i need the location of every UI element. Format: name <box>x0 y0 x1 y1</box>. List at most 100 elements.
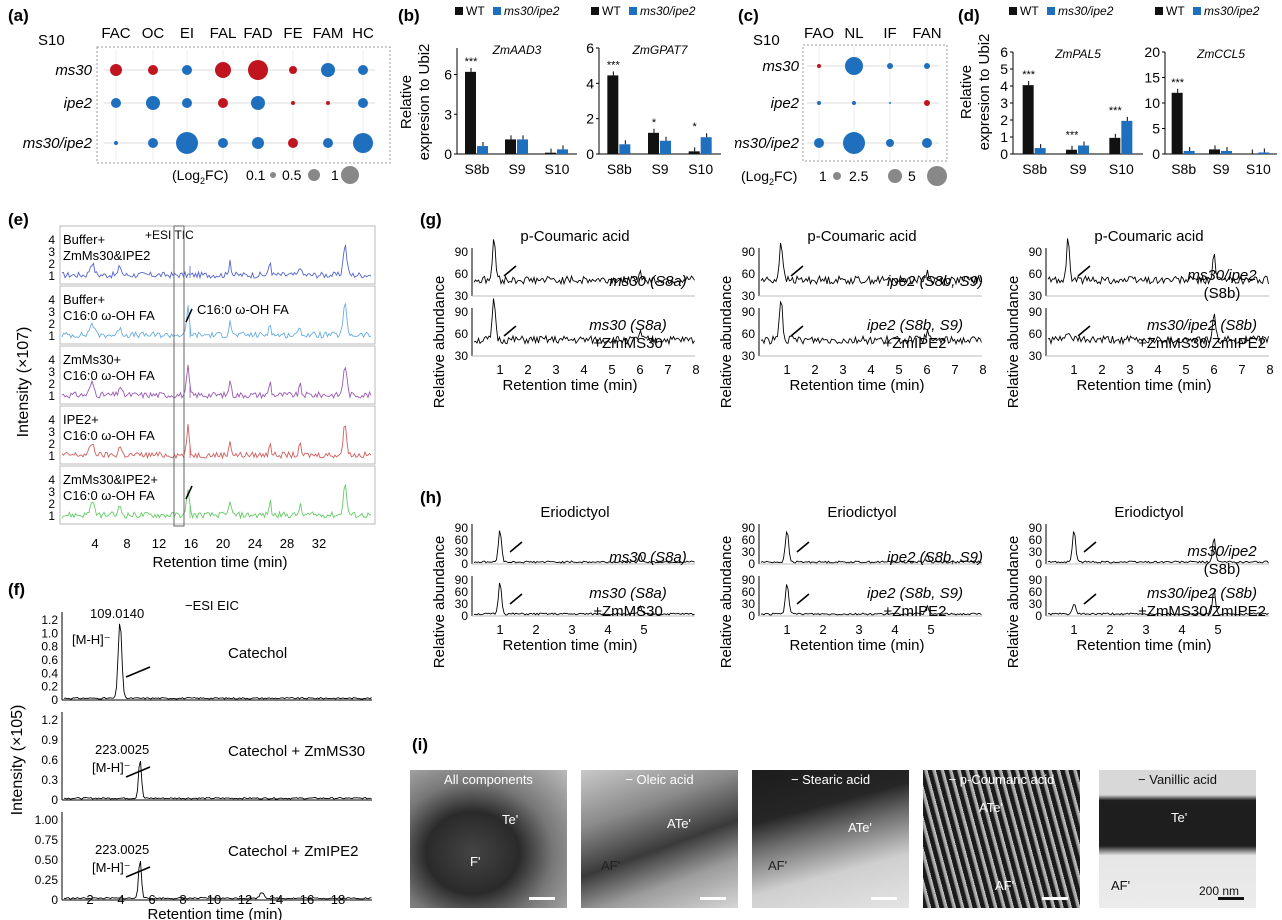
chromatogram-trace <box>1047 590 1269 616</box>
y-tick-label: 0 <box>1152 146 1160 162</box>
scale-bar <box>529 897 555 900</box>
y-tick-label: 90 <box>455 573 469 587</box>
sample-label: ms30/ipe2 <box>1187 267 1257 284</box>
ion-label: [M-H]⁻ <box>72 632 111 647</box>
bubble-dot <box>291 101 295 105</box>
x-tick-label: 3 <box>568 622 575 637</box>
x-tick-label: 1 <box>1070 362 1077 377</box>
arrow <box>185 308 193 323</box>
x-tick-label: 1 <box>1070 622 1077 637</box>
trace-label: C16:0 ω-OH FA <box>63 488 155 503</box>
x-tick-label: 7 <box>664 362 671 377</box>
trace-label: ZmMs30&IPE2 <box>63 248 150 263</box>
y-tick-label: 60 <box>1029 585 1043 599</box>
panel-b-bar-charts: Relative expresion to Ubi2 036ZmAAD3S8b***… <box>398 4 721 177</box>
x-tick-label: 2 <box>819 622 826 637</box>
y-tick-label: 60 <box>742 327 756 341</box>
y-tick-label: 30 <box>742 597 756 611</box>
arrow <box>790 325 804 337</box>
y-tick-label: 0.6 <box>41 753 58 767</box>
tem-title: All components <box>444 772 533 787</box>
y-tick-label: 30 <box>455 597 469 611</box>
y-tick-label: 90 <box>742 521 756 535</box>
legend-swatch-wt <box>591 7 599 15</box>
bar <box>557 149 568 154</box>
y-tick-label: 60 <box>742 585 756 599</box>
chromatogram-trace <box>61 484 372 520</box>
trace-label: IPE2+ <box>63 412 99 427</box>
bubble-dot <box>111 98 121 108</box>
legend-swatch-mut <box>493 7 501 15</box>
chromatogram-trace <box>61 424 372 460</box>
x-tick-label: 6 <box>923 362 930 377</box>
x-tick-label: 32 <box>312 536 326 551</box>
bar <box>1034 148 1046 154</box>
x-tick-label: 3 <box>1126 362 1133 377</box>
significance-mark: *** <box>1022 69 1036 81</box>
y-tick-label: 4 <box>1000 78 1008 94</box>
trace-label: C16:0 ω-OH FA <box>63 368 155 383</box>
y-tick-label: 4 <box>48 293 55 307</box>
bar <box>607 75 619 154</box>
y-tick-label: 3 <box>444 106 452 122</box>
bubble-col-label: FAO <box>804 25 834 42</box>
y-tick-label: 30 <box>455 289 469 303</box>
peak-annotation: C16:0 ω-OH FA <box>197 302 289 317</box>
panel-label-c: (c) <box>738 6 759 25</box>
x-tick-label: 7 <box>951 362 958 377</box>
sample-label: ms30 (S8a) <box>609 273 687 290</box>
x-tick-label: 16 <box>300 892 314 907</box>
bubble-col-label: FE <box>283 25 302 42</box>
x-tick-label: 20 <box>216 536 230 551</box>
y-tick-label: 90 <box>1029 521 1043 535</box>
tem-label: AF' <box>1111 878 1131 893</box>
tem-label: AF' <box>995 878 1015 893</box>
y-tick-label: 90 <box>742 573 756 587</box>
sample-label: ms30 (S8a) <box>589 317 667 334</box>
x-axis-label: Retention time (min) <box>152 554 287 571</box>
gene-title: ZmCCL5 <box>1196 47 1245 61</box>
trace-label: ZmMs30&IPE2+ <box>63 472 158 487</box>
bar <box>517 139 528 154</box>
x-axis-label: Retention time (min) <box>147 906 282 920</box>
tem-label: F' <box>470 854 481 869</box>
x-tick-label: 8 <box>979 362 986 377</box>
y-tick-label: 4 <box>48 353 55 367</box>
bar <box>700 137 712 154</box>
bubble-col-label: FAM <box>313 25 344 42</box>
stage-label: S10 <box>753 32 780 49</box>
bubble-row-label: ms30 <box>55 62 92 79</box>
x-tick-label: 6 <box>636 362 643 377</box>
arrow <box>503 265 517 277</box>
x-tick-label: S10 <box>688 161 713 177</box>
y-tick-label: 1 <box>48 509 55 523</box>
sample-label: ms30/ipe2 <box>1187 543 1257 560</box>
y-tick-label: 6 <box>444 67 452 83</box>
x-tick-label: 6 <box>1210 362 1217 377</box>
bubble-dot <box>886 139 894 147</box>
y-tick-label: 0.2 <box>41 680 58 694</box>
sample-label: ms30/ipe2 (S8b) <box>1147 317 1257 334</box>
bubble-dot <box>817 101 821 105</box>
sample-label: (S8b) <box>1204 561 1241 578</box>
y-tick-label: 90 <box>742 245 756 259</box>
tem-label: ATe' <box>848 820 872 835</box>
sample-label: ms30 (S8a) <box>609 549 687 566</box>
y-tick-label: 0 <box>51 793 58 807</box>
arrow <box>503 325 517 337</box>
significance-mark: *** <box>465 56 479 68</box>
y-tick-label: 1.2 <box>41 713 58 727</box>
panel-label-g: (g) <box>420 210 442 229</box>
tem-label: Te' <box>502 812 519 827</box>
sample-label: ms30/ipe2 (S8b) <box>1147 585 1257 602</box>
x-tick-label: 1 <box>496 622 503 637</box>
x-tick-label: 2 <box>532 622 539 637</box>
arrow <box>1077 325 1091 337</box>
tem-title: − p-Coumaric acid <box>948 772 1055 787</box>
bubble-dot <box>358 98 368 108</box>
x-axis-label: Retention time (min) <box>1076 637 1211 654</box>
y-tick-label: 0.6 <box>41 653 58 667</box>
y-tick-label: 4 <box>48 473 55 487</box>
